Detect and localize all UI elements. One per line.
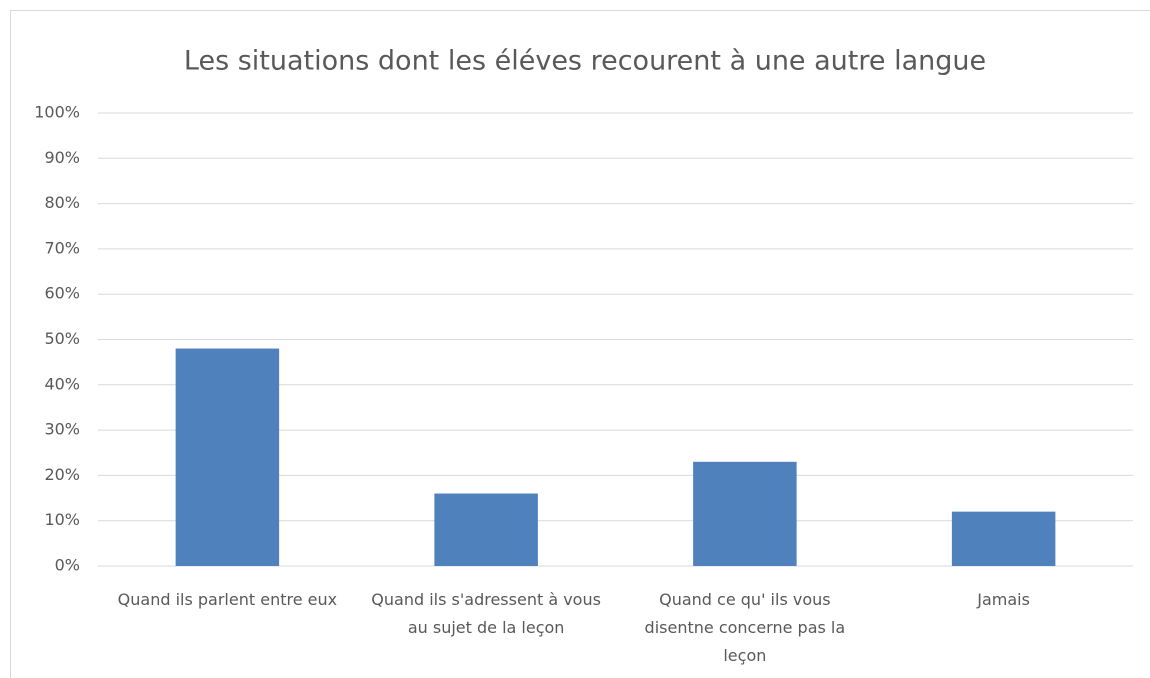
bar [951,511,1056,566]
y-tick-label: 80% [44,193,80,212]
y-tick-label: 20% [44,465,80,484]
bar [693,461,797,566]
x-tick-label: Jamais [977,590,1030,609]
y-tick-label: 10% [44,510,80,529]
y-tick-label: 40% [44,374,80,393]
y-tick-label: 0% [55,556,80,575]
chart-title: Les situations dont les éléves recourent… [184,46,986,77]
bar [175,348,280,566]
y-tick-label: 100% [34,103,80,122]
x-tick-label: Quand ils s'adressent à vous au sujet de… [371,590,601,637]
y-tick-label: 30% [44,420,80,439]
y-tick-label: 90% [44,148,80,167]
y-tick-label: 50% [44,329,80,348]
x-tick-label: Quand ils parlent entre eux [117,590,338,609]
chart-frame [10,10,1150,678]
y-tick-label: 60% [44,284,80,303]
x-tick-label: Quand ce qu' ils vous disentne concerne … [644,590,846,665]
bar [434,493,538,566]
y-tick-label: 70% [44,238,80,257]
